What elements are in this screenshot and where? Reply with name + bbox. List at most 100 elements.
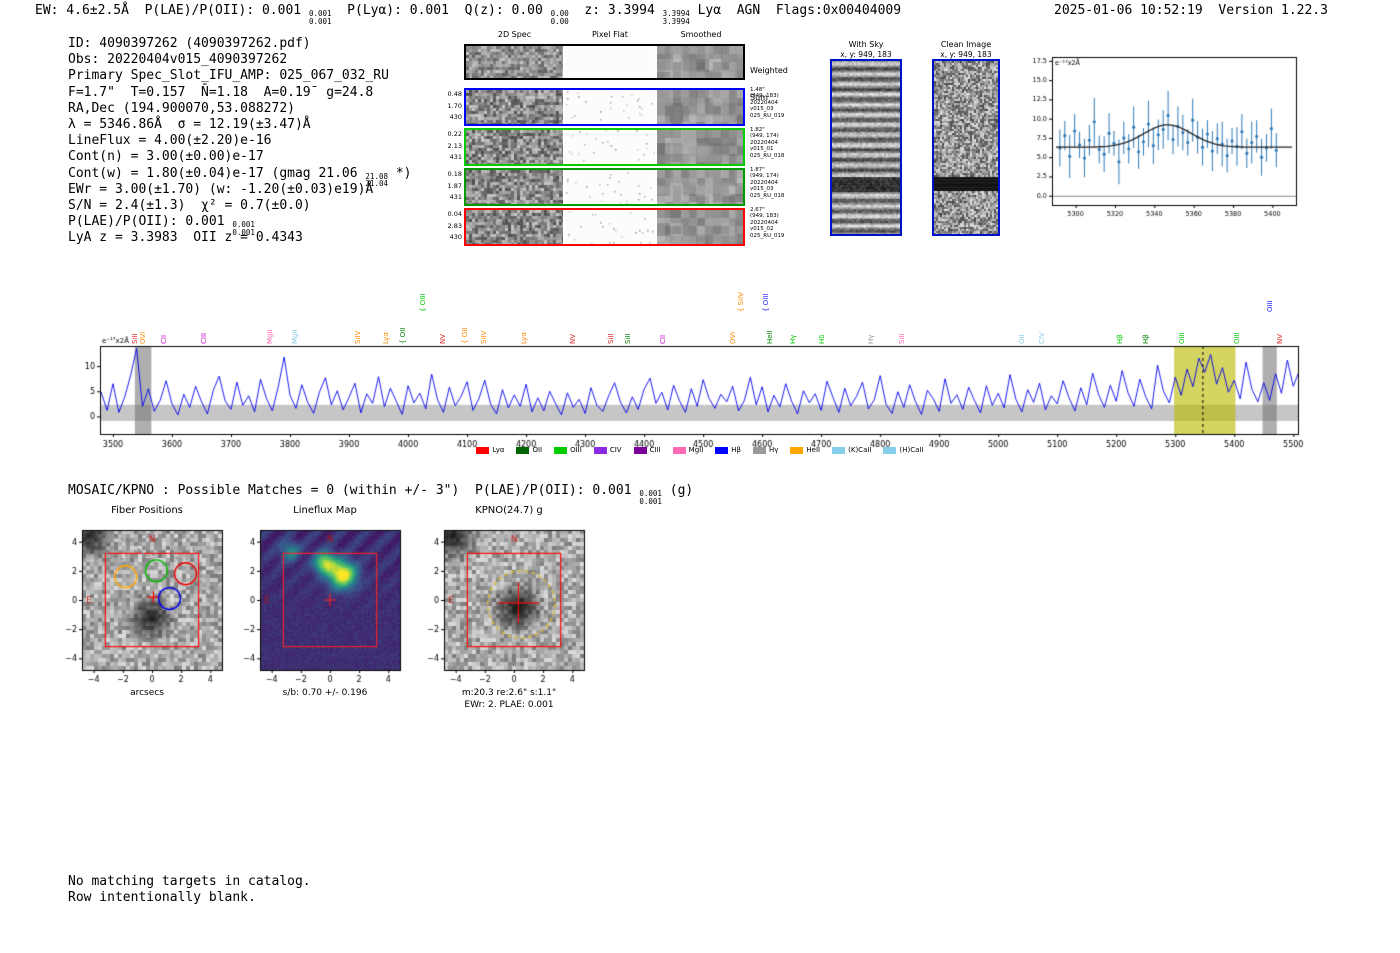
text-segment: Obs: 20220404v015_4090397262 [68, 52, 288, 68]
line-label: OIII [1233, 332, 1242, 344]
clean-image-frame [932, 59, 1000, 236]
line-label: SiII [130, 333, 139, 344]
with-sky-frame [830, 59, 902, 236]
row-fiber-info: 1.82" (949, 174) 20220404 v015_01 025_RU_018 [750, 127, 785, 159]
catalog-note-2: Row intentionally blank. [68, 890, 256, 905]
report-version: Version 1.22.3 [1218, 3, 1328, 18]
text-segment: ID: 4090397262 (4090397262.pdf) [68, 36, 311, 51]
full-spectrum-plot [0, 270, 1400, 470]
smoothed-image [657, 90, 743, 124]
spectrum-legend: Lyα OII OIII CIV CIII MgII Hβ Hγ HeII (K)CaII (H)C… [0, 446, 1400, 454]
legend-item: (K)CaII [832, 446, 871, 454]
legend-swatch [476, 446, 490, 454]
info-line: Cont(n) = 3.00(±0.00)e-17 [68, 149, 411, 165]
legend-item: OIII [554, 446, 582, 454]
legend-label: OII [532, 446, 543, 454]
line-label: Hβ [1116, 334, 1125, 344]
weighted-sum-label: Weighted Sum [750, 48, 788, 120]
text-segment: λ = 5346.86Å σ = 12.19(±3.47)Å [68, 116, 311, 132]
legend-item: CIII [633, 446, 661, 454]
weighted-pixel-flat-image [565, 46, 655, 78]
legend-swatch [790, 446, 804, 454]
legend-item: OII [516, 446, 542, 454]
row-fiber-info: 2.67" (949, 183) 20220404 v015_02 025_RU_019 [750, 207, 785, 239]
text-segment: *) [388, 165, 412, 181]
line-label: Hβ [1141, 334, 1150, 344]
legend-item: (H)CaII [883, 446, 924, 454]
stacked-value: 0.001 0.001 [639, 489, 662, 506]
row-weight-labels: 0.04 2.83 430 [447, 210, 462, 242]
text-segment: MOSAIC/KPNO : Possible Matches = 0 (with… [68, 483, 640, 498]
spec2d-row [464, 88, 745, 126]
legend-swatch [883, 446, 897, 454]
text-segment: Cont(w) = 1.80(±0.04)e-17 (gmag 21.06 [68, 165, 366, 181]
lineflux-map-plot [230, 518, 420, 683]
pixelflat-image [565, 90, 655, 124]
legend-item: CIV [593, 446, 622, 454]
legend-swatch [715, 446, 729, 454]
kpno-image-plot [414, 518, 604, 683]
smoothed-image [657, 170, 743, 204]
text-segment: Primary Spec_Slot_IFU_AMP: 025_067_032_R… [68, 68, 389, 84]
line-label: NV [438, 333, 447, 344]
info-line: Obs: 20220404v015_4090397262 [68, 52, 411, 68]
clean-image-coords: x, y: 949, 183 [940, 50, 992, 59]
info-line: ID: 4090397262 (4090397262.pdf) [68, 36, 411, 52]
legend-swatch [753, 446, 767, 454]
text-segment: (g) [661, 483, 694, 498]
legend-swatch [672, 446, 686, 454]
line-label: CIII [200, 332, 209, 344]
line-label: SiII [897, 333, 906, 344]
line-label: SiII [624, 333, 633, 344]
stacked-value: 3.3994 3.3994 [662, 9, 690, 26]
info-line: EWr = 3.00(±1.70) (w: -1.20(±0.03)e19)Å [68, 182, 411, 198]
legend-label: OIII [570, 446, 582, 454]
info-line: LineFlux = 4.00(±2.20)e-16 [68, 133, 411, 149]
line-label: Hγ [788, 334, 797, 344]
legend-item: MgII [672, 446, 703, 454]
line-label: HeII [765, 330, 774, 344]
text-segment: LyA z = 3.3983 OII z = 0.4343 [68, 230, 303, 246]
weighted-smoothed-image [657, 46, 743, 78]
text-segment: RA,Dec (194.900070,53.088272) [68, 100, 295, 116]
pixelflat-image [565, 170, 655, 204]
with-sky-image [832, 61, 900, 234]
info-line: F=1.7" T=0.157 N̄=1.18 A=0.19̄ g=24.8 [68, 85, 411, 101]
catalog-note-1: No matching targets in catalog. [68, 874, 311, 889]
spec2d-image [466, 210, 563, 244]
info-line: Cont(w) = 1.80(±0.04)e-17 (gmag 21.06 21… [68, 165, 412, 188]
header-summary: EW: 4.6±2.5Å P(LAE)/P(OII): 0.001 0.001 0… [35, 3, 901, 25]
weighted-2d-spec-image [466, 46, 563, 78]
lineflux-map-xlabel: s/b: 0.70 +/- 0.196 [282, 688, 368, 698]
text-segment: EW: 4.6±2.5Å P(LAE)/P(OII): 0.001 [35, 3, 309, 18]
legend-label: CIV [609, 446, 622, 454]
info-line: Primary Spec_Slot_IFU_AMP: 025_067_032_R… [68, 68, 411, 84]
text-segment: Cont(n) = 3.00(±0.00)e-17 [68, 149, 264, 165]
stacked-value: 0.001 0.001 [232, 220, 255, 237]
col-header-2d-spec: 2D Spec [497, 30, 532, 39]
kpno-title: KPNO(24.7) g [475, 505, 543, 516]
line-label: OIII [1265, 300, 1274, 312]
info-line: RA,Dec (194.900070,53.088272) [68, 101, 411, 117]
line-label: OIII [1178, 332, 1187, 344]
row-weight-labels: 0.18 1.87 431 [447, 170, 462, 202]
kpno-xlabel: m:20.3 re:2.6" s:1.1" [461, 688, 557, 698]
line-label: NV [568, 333, 577, 344]
line-label: OVI [138, 331, 147, 344]
info-line: LyA z = 3.3983 OII z = 0.4343 [68, 230, 411, 246]
detection-info-block: ID: 4090397262 (4090397262.pdf) Obs: 2022… [68, 36, 411, 246]
row-fiber-info: 1.87" (949, 174) 20220404 v015_03 025_RU_018 [750, 167, 785, 199]
legend-item: Lyα [476, 446, 504, 454]
line-label: Hδ [817, 334, 826, 344]
col-header-smoothed: Smoothed [680, 30, 722, 39]
line-label: { OII [461, 327, 470, 344]
smoothed-image [657, 210, 743, 244]
legend-swatch [633, 446, 647, 454]
legend-label: CIII [649, 446, 661, 454]
weighted-sum-row [464, 44, 745, 80]
line-label: NV [1275, 333, 1284, 344]
text-segment: F=1.7" T=0.157 N̄=1.18 A=0.19̄ g=24.8 [68, 84, 374, 100]
line-label: { OII [399, 327, 408, 344]
weighted-sum-label-line1: Weighted [750, 66, 788, 75]
legend-swatch [554, 446, 568, 454]
